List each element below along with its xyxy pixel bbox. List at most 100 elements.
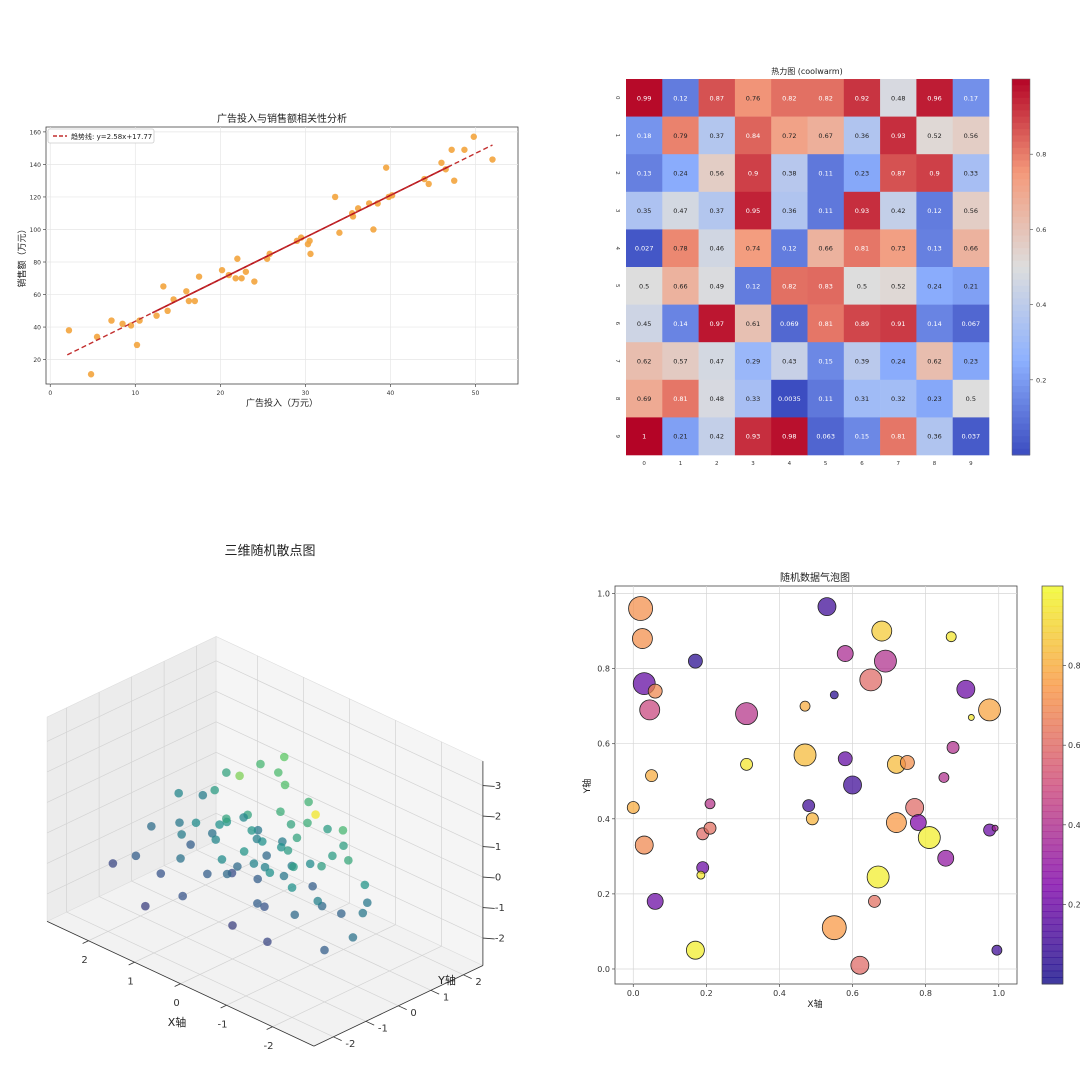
heatmap-cell: [952, 191, 990, 230]
bubble: [793, 743, 817, 767]
heatmap-cell-label: 0.37: [710, 132, 724, 140]
bubble: [628, 596, 653, 621]
heatmap-cell: [626, 304, 663, 343]
colorbar-segment: [1042, 619, 1063, 627]
data-point: [306, 237, 313, 245]
legend-trend-label: 趋势线: y=2.58x+17.77: [71, 132, 152, 141]
colorbar-segment: [1012, 267, 1030, 274]
scatter3d-point: [186, 840, 195, 849]
colorbar-segment: [1012, 79, 1030, 86]
colorbar-segment: [1042, 924, 1063, 932]
colorbar-segment: [1042, 751, 1063, 759]
heatmap-cell-label: 0.48: [710, 395, 724, 403]
heatmap-cell-label: 0.36: [782, 207, 796, 215]
scatter3d-point: [253, 825, 263, 835]
heatmap-cell: [807, 116, 845, 155]
heatmap-cell-label: 0.5: [639, 282, 649, 290]
data-point: [93, 333, 101, 341]
heatmap-row-label: 1: [614, 134, 620, 138]
colorbar-segment: [1012, 342, 1030, 349]
data-point: [307, 250, 314, 258]
heatmap-cell: [662, 116, 699, 155]
heatmap-cell: [626, 191, 663, 230]
bubble: [645, 769, 658, 783]
colorbar-segment: [1012, 185, 1030, 193]
colorbar-segment: [1042, 612, 1063, 620]
heatmap-cell-label: 0.18: [637, 132, 651, 140]
data-point: [153, 312, 160, 319]
scatter3d-point: [108, 859, 118, 868]
colorbar-segment: [1012, 204, 1030, 212]
heatmap-cell-label: 0.56: [964, 132, 978, 140]
scatter3d-point: [279, 752, 289, 762]
heatmap-cell: [880, 417, 917, 456]
x-tick-label: 0: [48, 390, 52, 397]
colorbar-segment: [1042, 586, 1063, 594]
heatmap-cell-label: 0.93: [746, 433, 760, 441]
heatmap-cell: [626, 154, 663, 193]
heatmap-cell: [662, 79, 699, 117]
bubble: [686, 940, 705, 960]
heatmap-cell: [771, 342, 808, 381]
colorbar-tick-label: 0.2: [1036, 376, 1046, 384]
heatmap-cell: [698, 379, 736, 418]
chart-heatmap: 0.99 0.12 0.87 0.76 0.82 0.82 0.92 0.48 0.96 0.17…: [614, 78, 1046, 467]
colorbar-tick-label: 0.6: [1036, 226, 1046, 234]
bubble: [829, 690, 839, 700]
colorbar-segment: [1012, 91, 1030, 99]
heatmap-cell-label: 0.56: [710, 170, 724, 178]
colorbar-segment: [1012, 223, 1030, 230]
colorbar-segment: [1042, 765, 1063, 773]
colorbar-segment: [1012, 216, 1030, 224]
z-tick: [482, 937, 495, 940]
heatmap-cell-label: 0.93: [891, 132, 905, 140]
colorbar-segment: [1042, 791, 1063, 799]
bubble: [843, 775, 862, 795]
heatmap-col-label: 4: [788, 461, 792, 467]
scatter3d-point: [174, 788, 183, 798]
x-tick-label: 1: [127, 976, 133, 987]
colorbar-segment: [1042, 705, 1063, 713]
data-point: [133, 341, 141, 349]
heatmap-cell-label: 0.47: [710, 358, 724, 366]
heatmap-cell: [734, 267, 772, 305]
wall-gridline: [46, 752, 217, 834]
z-tick-label: 1: [495, 842, 501, 853]
x-tick: [266, 1026, 273, 1030]
colorbar-segment: [1012, 335, 1030, 343]
heatmap-cell-label: 0.13: [637, 170, 651, 178]
heatmap-col-label: 8: [933, 461, 937, 467]
colorbar-segment: [1012, 191, 1030, 199]
scatter3d-point: [279, 871, 289, 881]
heatmap-cell-label: 0.62: [637, 358, 651, 366]
colorbar-segment: [1042, 778, 1063, 786]
heatmap-cell-label: 0.57: [673, 358, 687, 366]
scatter3d-point: [348, 933, 358, 942]
y-tick: [333, 1036, 342, 1042]
data-point: [232, 275, 239, 282]
bubble: [991, 824, 999, 832]
z-tick-label: -1: [495, 903, 505, 914]
heatmap-cell-label: 0.12: [673, 94, 687, 102]
y-tick-label: 1.0: [597, 590, 610, 599]
floor-gridline: [196, 849, 464, 976]
z-tick-label: 2: [495, 812, 501, 823]
heatmap-cell-label: 0.81: [673, 395, 687, 403]
heatmap-cell: [843, 417, 881, 456]
colorbar-segment: [1012, 436, 1030, 443]
heatmap-cell-label: 0.15: [818, 358, 832, 366]
colorbar-segment: [1012, 423, 1030, 431]
heatmap-cell: [734, 304, 772, 343]
bubble: [639, 699, 661, 721]
bubble: [956, 679, 976, 699]
heatmap-cell: [952, 417, 990, 456]
scatter3d-point: [317, 861, 326, 871]
heatmap-cell-label: 0.52: [927, 132, 941, 140]
y-tick-label: 60: [33, 292, 41, 299]
colorbar-segment: [1042, 804, 1063, 813]
colorbar-segment: [1042, 917, 1063, 925]
heatmap-cell: [626, 342, 663, 381]
data-point: [108, 317, 115, 324]
heatmap-cell-label: 0.33: [964, 170, 978, 178]
heatmap-cell: [807, 304, 845, 343]
